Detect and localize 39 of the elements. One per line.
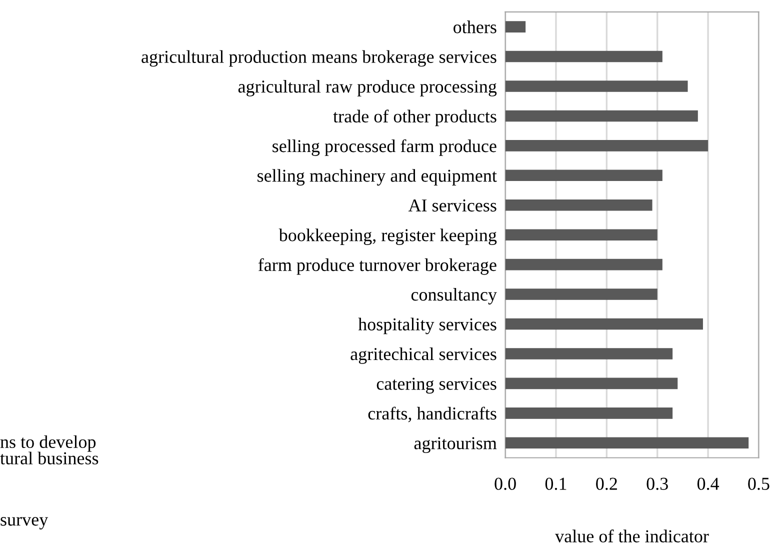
x-tick-label: 0.5 (748, 478, 770, 490)
x-tick-label: 0.4 (697, 478, 720, 490)
bar (505, 110, 698, 122)
y-tick-label: agricultural raw produce processing (238, 80, 497, 96)
y-tick-label: hospitality services (358, 318, 496, 334)
y-tick-label: agricultural production means brokerage services (142, 50, 496, 67)
bar (505, 199, 652, 211)
bar (505, 437, 749, 449)
y-tick-label: consultancy (411, 288, 497, 304)
x-axis-title: value of the indicator (555, 529, 709, 542)
y-tick-label: trade of other products (333, 110, 496, 126)
bar (505, 21, 526, 32)
bar (505, 348, 673, 360)
y-tick-label: selling processed farm produce (272, 139, 496, 156)
bar (505, 50, 662, 62)
x-tick-label: 0.3 (646, 478, 668, 490)
y-tick-label: farm produce turnover brokerage (258, 258, 496, 275)
bar (505, 170, 662, 182)
x-tick-label: 0.1 (545, 478, 566, 490)
bar (505, 408, 673, 419)
y-tick-label: agritechical services (350, 347, 496, 364)
bar (505, 318, 703, 330)
text: ns to develop tural business (0, 435, 98, 464)
y-tick-label: AI servicess (408, 199, 496, 212)
y-tick-label: agritourism (414, 437, 497, 454)
bar (505, 258, 662, 270)
y-tick-label: crafts, handicrafts (368, 406, 496, 422)
bar (505, 229, 658, 240)
y-tick-label: bookkeeping, register keeping (278, 228, 497, 246)
x-tick-label: 0.0 (494, 478, 516, 490)
y-tick-label: others (454, 20, 496, 34)
bar (505, 140, 708, 152)
bar (505, 80, 688, 92)
bar (505, 288, 658, 300)
bar (505, 378, 678, 390)
y-tick-label: catering services (376, 378, 496, 394)
x-tick-label: 0.2 (596, 478, 617, 490)
text: survey (0, 517, 48, 530)
y-tick-label: selling machinery and equipment (258, 169, 497, 186)
